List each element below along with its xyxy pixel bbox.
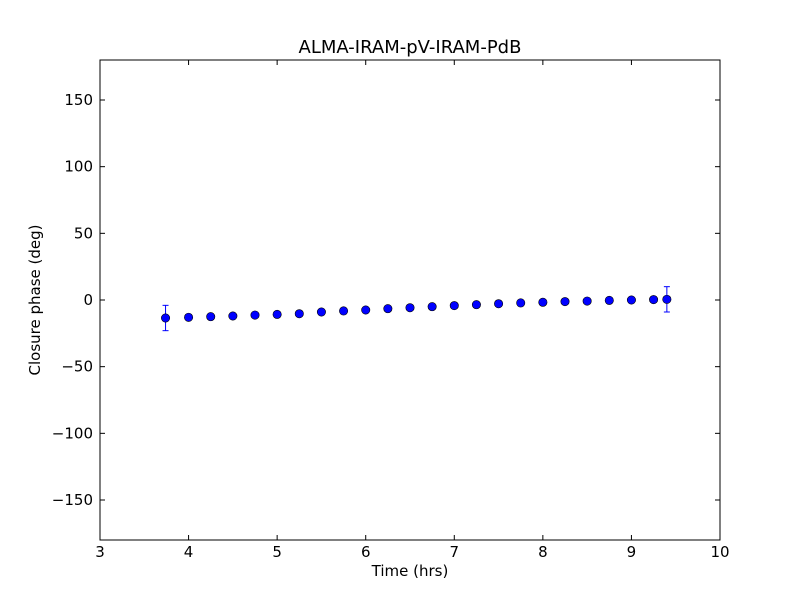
x-tick-label: 6 (361, 543, 371, 561)
y-tick-label: 0 (83, 291, 93, 309)
y-axis: −150 −100 −50 0 50 100 150 (52, 91, 720, 509)
x-tick-label: 3 (95, 543, 105, 561)
data-point (538, 297, 548, 307)
data-point (604, 295, 614, 305)
y-tick-label: 100 (64, 158, 93, 176)
x-tick-label: 5 (272, 543, 282, 561)
x-tick-label: 9 (627, 543, 637, 561)
data-point (250, 310, 260, 320)
data-point (272, 309, 282, 319)
x-axis: 3 4 5 6 7 8 9 10 (95, 60, 730, 561)
x-tick-label: 8 (538, 543, 548, 561)
axes-frame (99, 59, 721, 541)
data-point (516, 298, 526, 308)
y-tick-label: 150 (64, 91, 93, 109)
y-tick-label: 50 (74, 224, 93, 242)
x-tick-label: 7 (450, 543, 460, 561)
data-point (560, 297, 570, 307)
data-point (184, 312, 194, 322)
data-point (626, 295, 636, 305)
data-point (649, 295, 659, 305)
x-tick-label: 4 (184, 543, 194, 561)
y-axis-label: Closure phase (deg) (26, 225, 44, 376)
data-point (316, 307, 326, 317)
y-tick-label: −150 (52, 491, 93, 509)
data-point (228, 311, 238, 321)
data-point (494, 299, 504, 309)
y-tick-label: −50 (61, 358, 93, 376)
data-point (383, 304, 393, 314)
data-point (662, 294, 672, 304)
data-point (582, 296, 592, 306)
data-point (449, 301, 459, 311)
x-tick-label: 10 (710, 543, 729, 561)
data-point (339, 306, 349, 316)
data-point (161, 313, 171, 323)
data-point (405, 303, 415, 313)
data-point (361, 305, 371, 315)
data-point (294, 309, 304, 319)
data-point (471, 300, 481, 310)
chart-title: ALMA-IRAM-pV-IRAM-PdB (299, 37, 522, 58)
data-series (161, 286, 672, 332)
x-axis-label: Time (hrs) (371, 562, 449, 580)
data-point (427, 302, 437, 312)
data-point (206, 312, 216, 322)
y-tick-label: −100 (52, 424, 93, 442)
